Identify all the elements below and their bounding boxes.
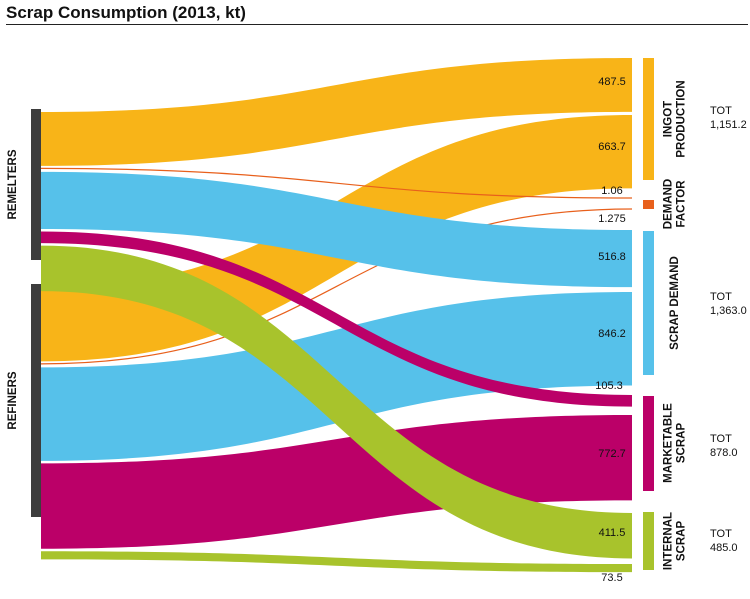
value-label-refiners-to-ingot-production: 663.7 bbox=[598, 141, 626, 153]
target-bar-scrap-demand bbox=[643, 231, 654, 375]
total-scrap-demand: TOT 1,363.0 bbox=[710, 290, 747, 318]
source-label-refiners: REFINERS bbox=[7, 371, 19, 429]
flow-refiners-to-marketable-scrap bbox=[41, 415, 632, 549]
target-bar-marketable-scrap bbox=[643, 396, 654, 491]
source-bar-remelters bbox=[31, 109, 41, 260]
flow-remelters-to-marketable-scrap bbox=[41, 231, 632, 407]
total-ingot-production-line-1: TOT bbox=[710, 105, 732, 117]
target-bar-internal-scrap bbox=[643, 512, 654, 570]
chart-title: Scrap Consumption (2013, kt) bbox=[6, 3, 246, 22]
target-label-internal-scrap-line-1: INTERNAL bbox=[663, 512, 675, 570]
total-marketable-scrap: TOT 878.0 bbox=[710, 432, 738, 460]
value-label-remelters-to-marketable-scrap: 105.3 bbox=[595, 380, 623, 392]
flow-remelters-to-demand-factor bbox=[40, 167, 633, 199]
total-ingot-production-line-2: 1,151.2 bbox=[710, 119, 747, 131]
target-label-marketable-scrap-line-1: MARKETABLE bbox=[663, 403, 675, 483]
total-internal-scrap: TOT 485.0 bbox=[710, 527, 738, 555]
flow-remelters-to-ingot-production bbox=[41, 58, 632, 166]
total-ingot-production: TOT 1,151.2 bbox=[710, 104, 747, 132]
source-label-remelters: REMELTERS bbox=[7, 149, 19, 219]
flow-refiners-to-internal-scrap bbox=[41, 551, 632, 573]
target-label-internal-scrap-line-2: SCRAP bbox=[676, 521, 688, 562]
target-label-ingot-production-line-2: PRODUCTION bbox=[676, 80, 688, 157]
target-label-scrap-demand-line-1: SCRAP DEMAND bbox=[669, 256, 681, 350]
value-label-remelters-to-scrap-demand: 516.8 bbox=[598, 251, 626, 263]
target-bar-demand-factor bbox=[643, 200, 654, 209]
value-label-refiners-to-marketable-scrap: 772.7 bbox=[598, 448, 626, 460]
target-bar-ingot-production bbox=[643, 58, 654, 180]
target-label-marketable-scrap-line-2: SCRAP bbox=[676, 423, 688, 464]
total-internal-scrap-line-1: TOT bbox=[710, 528, 732, 540]
value-label-remelters-to-ingot-production: 487.5 bbox=[598, 76, 626, 88]
target-label-ingot-production-line-1: INGOT bbox=[663, 101, 675, 137]
flow-remelters-to-internal-scrap bbox=[41, 245, 632, 559]
flow-refiners-to-demand-factor bbox=[40, 208, 633, 365]
value-label-refiners-to-scrap-demand: 846.2 bbox=[598, 328, 626, 340]
value-label-refiners-to-internal-scrap: 73.5 bbox=[601, 572, 622, 584]
total-scrap-demand-line-1: TOT bbox=[710, 291, 732, 303]
target-label-demand-factor-line-1: DEMAND bbox=[663, 179, 675, 229]
target-label-demand-factor-line-2: FACTOR bbox=[676, 180, 688, 228]
flow-refiners-to-scrap-demand bbox=[41, 292, 632, 461]
total-scrap-demand-line-2: 1,363.0 bbox=[710, 305, 747, 317]
flow-remelters-to-scrap-demand bbox=[41, 171, 632, 288]
source-bar-refiners bbox=[31, 284, 41, 517]
total-marketable-scrap-line-1: TOT bbox=[710, 433, 732, 445]
value-label-remelters-to-demand-factor: 1.06 bbox=[601, 185, 622, 197]
value-label-remelters-to-internal-scrap: 411.5 bbox=[599, 527, 626, 539]
total-internal-scrap-line-2: 485.0 bbox=[710, 542, 738, 554]
total-marketable-scrap-line-2: 878.0 bbox=[710, 447, 738, 459]
value-label-refiners-to-demand-factor: 1.275 bbox=[598, 213, 626, 225]
title-rule bbox=[6, 24, 748, 25]
